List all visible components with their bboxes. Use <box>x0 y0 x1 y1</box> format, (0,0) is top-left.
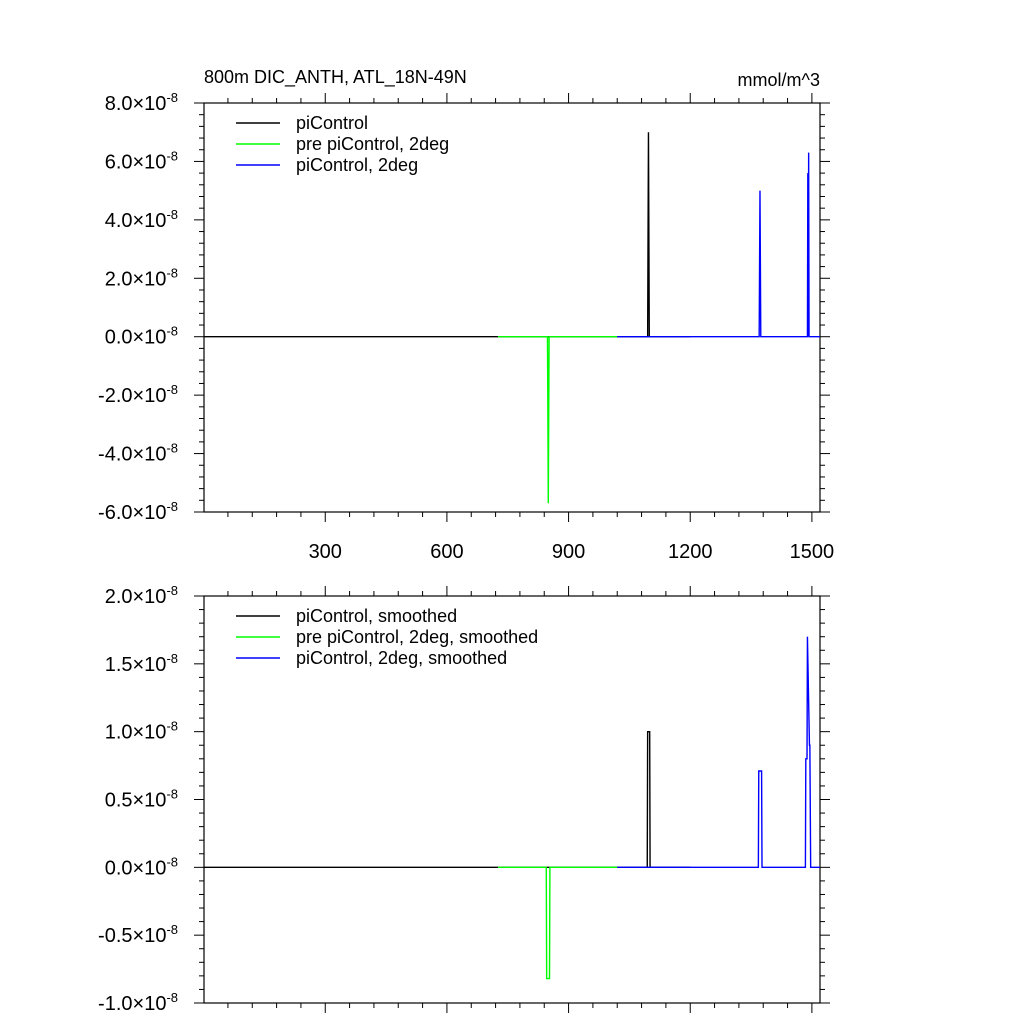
top-y-tick-label: -2.0×10-8 <box>98 382 178 407</box>
bottom-y-tick-label: -0.5×10-8 <box>98 922 178 947</box>
bottom-series-line-1 <box>498 866 618 980</box>
top-series-line-1 <box>498 336 618 504</box>
top-y-tick-label: 2.0×10-8 <box>105 265 178 290</box>
units-label: mmol/m^3 <box>738 70 820 90</box>
bottom-legend-label: piControl, 2deg, smoothed <box>296 648 507 668</box>
bottom-y-tick-label: 1.0×10-8 <box>105 719 178 744</box>
top-y-tick-label: 4.0×10-8 <box>105 207 178 232</box>
top-y-tick-label: 8.0×10-8 <box>105 90 178 115</box>
top-x-tick-label: 600 <box>430 541 463 563</box>
bottom-y-tick-label: 0.5×10-8 <box>105 787 178 812</box>
top-panel: 300 600 900 1200 1500 8.0×10-8 6.0×10-8 4.0×10-… <box>98 90 834 563</box>
top-y-tick-label: 0.0×10-8 <box>105 324 178 349</box>
top-legend-label: pre piControl, 2deg <box>296 134 449 154</box>
top-legend-label: piControl, 2deg <box>296 155 418 175</box>
bottom-y-tick-label: -1.0×10-8 <box>98 990 178 1015</box>
top-plot-frame <box>203 102 821 513</box>
bottom-y-tick-label: 0.0×10-8 <box>105 854 178 879</box>
top-y-tick-label: 6.0×10-8 <box>105 148 178 173</box>
bottom-y-tick-label: 2.0×10-8 <box>105 583 178 608</box>
bottom-series-line-2 <box>617 636 820 869</box>
bottom-panel: 2.0×10-8 1.5×10-8 1.0×10-8 0.5×10-8 0.0×10-8… <box>98 583 830 1015</box>
top-series-line-0 <box>204 132 691 338</box>
top-legend-label: piControl <box>296 113 368 133</box>
top-x-tick-label: 1500 <box>790 541 835 563</box>
chart-title: 800m DIC_ANTH, ATL_18N-49N <box>204 67 467 88</box>
top-x-tick-label: 900 <box>552 541 585 563</box>
top-y-tick-label: -4.0×10-8 <box>98 441 178 466</box>
bottom-legend-label: piControl, smoothed <box>296 606 457 626</box>
top-x-tick-label: 300 <box>309 541 342 563</box>
top-x-tick-label: 1200 <box>668 541 713 563</box>
top-series-line-2 <box>617 152 820 338</box>
bottom-y-tick-label: 1.5×10-8 <box>105 651 178 676</box>
top-y-tick-label: -6.0×10-8 <box>98 499 178 524</box>
bottom-series-line-0 <box>204 730 691 869</box>
bottom-legend-label: pre piControl, 2deg, smoothed <box>296 627 538 647</box>
